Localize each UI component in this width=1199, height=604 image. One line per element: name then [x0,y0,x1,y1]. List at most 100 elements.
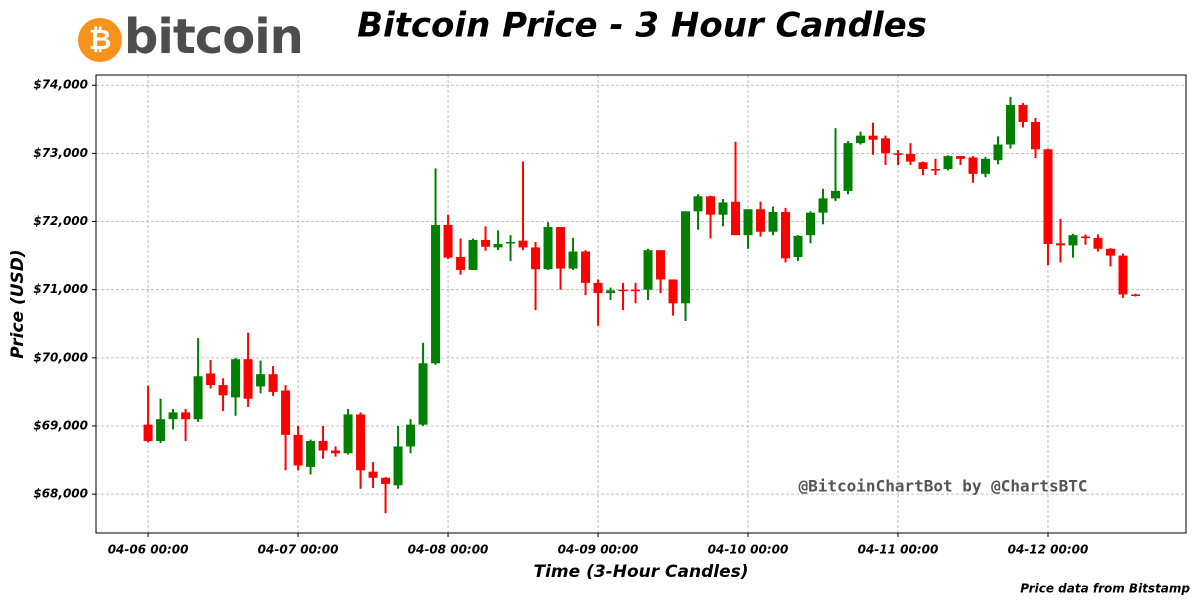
x-tick-label: 04-09 00:00 [558,543,639,557]
y-tick-label: $72,000 [33,214,88,228]
candle-body [481,239,491,247]
candle-body [331,450,341,454]
candle-body [743,209,753,236]
y-tick-label: $68,000 [33,487,88,501]
candle-body [693,196,703,212]
watermark: @BitcoinChartBot by @ChartsBTC [799,477,1088,496]
candle-body [956,156,966,159]
candle-body [843,143,853,191]
candle-body [868,135,878,140]
candle-body [906,154,916,162]
candle-body [706,196,716,215]
x-tick-label: 04-11 00:00 [858,543,939,557]
candle-body [143,424,153,441]
candle-body [1105,248,1115,256]
candle-body [781,211,791,259]
candle-body [431,224,441,364]
footnote: Price data from Bitstamp [1020,582,1190,596]
candle-body [256,374,266,387]
candle-body [281,390,291,435]
logo-icon [78,18,122,62]
y-tick-label: $73,000 [33,146,88,160]
candle-body [168,412,178,420]
candle-body [518,240,528,248]
candle-body [856,135,866,144]
candle-body [1005,104,1015,145]
candle-body [156,419,166,441]
candle-body [193,376,203,420]
candle-body [1118,255,1128,295]
logo-symbol: ₿ [89,23,112,56]
candle-body [306,440,316,467]
candle-body [456,256,466,270]
y-axis-label: Price (USD) [8,249,28,358]
candle-body [606,290,616,294]
candle-body [931,169,941,171]
x-tick-label: 04-12 00:00 [1008,543,1089,557]
candle-body [943,156,953,170]
candle-body [1043,149,1053,245]
candle-body [1030,122,1040,150]
candle-body [218,385,228,396]
candle-body [468,239,478,270]
candle-body [531,247,541,270]
candle-body [768,211,778,232]
candle-body [343,414,353,454]
candle-body [681,211,691,304]
candle-body [418,363,428,425]
x-tick-label: 04-10 00:00 [708,543,789,557]
candle-body [506,241,516,244]
candle-body [631,289,641,292]
candle-body [818,198,828,213]
candle-body [793,235,803,257]
candle-body [356,414,366,471]
candle-body [756,209,766,232]
candle-body [980,158,990,174]
candle-body [231,359,241,398]
candle-body [1055,243,1065,246]
candle-body [381,477,391,484]
candle-body [243,359,253,399]
candle-body [893,153,903,155]
candle-body [406,424,416,447]
candle-body [181,412,191,420]
candle-body [918,162,928,170]
candle-body [718,202,728,215]
candle-body [581,251,591,283]
chart-title: Bitcoin Price - 3 Hour Candles [357,6,927,46]
candle-body [968,157,978,174]
candle-body [543,226,553,270]
candle-body [593,282,603,294]
candle-body [656,250,666,280]
x-axis-label: Time (3-Hour Candles) [533,562,748,582]
plot-area [96,75,1186,533]
candle-body [1068,235,1078,246]
candle-body [806,212,816,236]
candle-body [731,201,741,236]
x-tick-label: 04-07 00:00 [258,543,339,557]
candle-body [1130,294,1140,296]
candle-body [618,289,628,292]
candle-body [1018,104,1028,123]
y-tick-label: $71,000 [33,282,88,296]
x-tick-label: 04-06 00:00 [108,543,189,557]
candle-body [393,446,403,486]
candle-body [568,251,578,269]
y-tick-label: $74,000 [33,78,88,92]
candle-body [443,224,453,258]
candle-body [1080,236,1090,239]
candle-body [668,279,678,304]
x-tick-label: 04-08 00:00 [408,543,489,557]
candle-body [206,373,216,386]
plot-frame [95,74,1187,534]
logo-text: bitcoin [124,9,303,65]
candle-body [556,226,566,269]
y-tick-label: $69,000 [33,418,88,432]
candle-body [318,440,328,451]
candle-body [643,250,653,290]
candle-body [293,434,303,466]
candle-body [831,190,841,199]
candle-body [993,144,1003,161]
candle-body [493,244,503,248]
